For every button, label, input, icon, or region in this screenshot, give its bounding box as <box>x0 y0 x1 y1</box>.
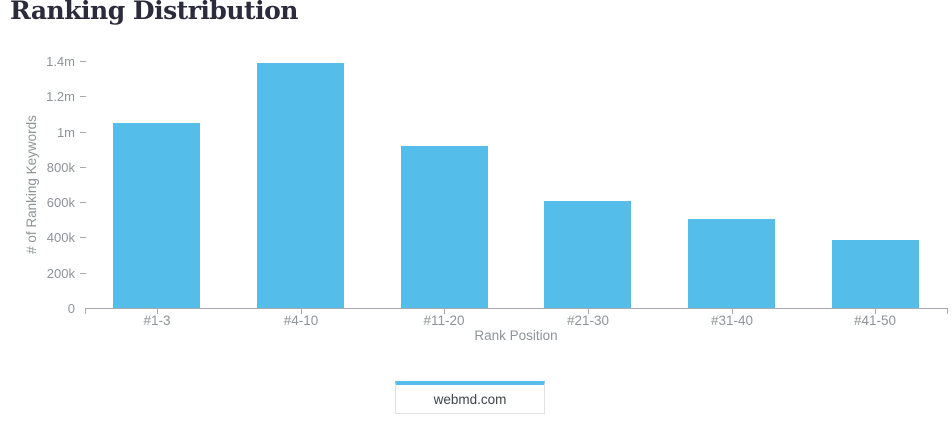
bar[interactable] <box>257 63 344 308</box>
y-tick-mark <box>80 272 86 274</box>
y-axis-ticks: 0 200k 400k 600k 800k 1m 1.2m 1.4m <box>0 54 86 316</box>
x-tick-mark <box>157 309 158 314</box>
page-title: Ranking Distribution <box>10 0 298 25</box>
bar[interactable] <box>113 123 200 308</box>
y-tick: 400k <box>46 229 86 245</box>
y-tick-mark <box>80 60 86 62</box>
y-tick-label: 800k <box>46 159 75 175</box>
y-tick-label: 600k <box>46 194 75 210</box>
y-tick: 1m <box>56 124 86 140</box>
y-tick-mark <box>80 95 86 97</box>
y-tick-mark <box>80 236 86 238</box>
x-tick-mark <box>301 309 302 314</box>
plot-area <box>85 61 947 308</box>
y-tick-label: 1.4m <box>46 53 75 69</box>
x-tick-label: #41-50 <box>853 313 897 328</box>
y-tick: 0 <box>67 300 86 316</box>
y-tick-mark <box>80 201 86 203</box>
bar[interactable] <box>688 219 775 308</box>
x-axis-line <box>85 308 948 309</box>
y-tick: 800k <box>46 159 86 175</box>
y-tick-mark <box>80 131 86 133</box>
x-tick-label: #11-20 <box>423 313 465 328</box>
x-tick-mark <box>444 309 445 314</box>
legend-item-webmd[interactable]: webmd.com <box>395 381 545 414</box>
x-tick-mark <box>947 309 948 314</box>
y-tick: 600k <box>46 194 86 210</box>
y-tick: 1.2m <box>46 88 86 104</box>
x-axis-labels: #1-3 #4-10 #11-20 #21-30 #31-40 #41-50 <box>85 313 947 329</box>
x-tick-label: #31-40 <box>710 313 754 328</box>
legend-label: webmd.com <box>433 391 507 407</box>
x-tick-label: #1-3 <box>143 313 171 328</box>
x-tick-mark <box>875 309 876 314</box>
bar[interactable] <box>544 201 631 308</box>
x-tick-mark <box>588 309 589 314</box>
x-tick-mark <box>85 309 86 314</box>
bar[interactable] <box>832 240 919 308</box>
y-tick-label: 400k <box>46 229 75 245</box>
x-tick-mark <box>732 309 733 314</box>
y-tick-label: 0 <box>67 300 75 316</box>
y-tick-label: 200k <box>46 265 75 281</box>
y-tick-label: 1.2m <box>46 88 75 104</box>
y-tick-mark <box>80 166 86 168</box>
y-tick: 200k <box>46 265 86 281</box>
y-tick-label: 1m <box>56 124 75 140</box>
x-tick-label: #21-30 <box>566 313 610 328</box>
x-axis-title: Rank Position <box>474 328 558 343</box>
y-tick: 1.4m <box>46 53 86 69</box>
x-tick-label: #4-10 <box>283 313 319 328</box>
bar[interactable] <box>401 146 488 308</box>
